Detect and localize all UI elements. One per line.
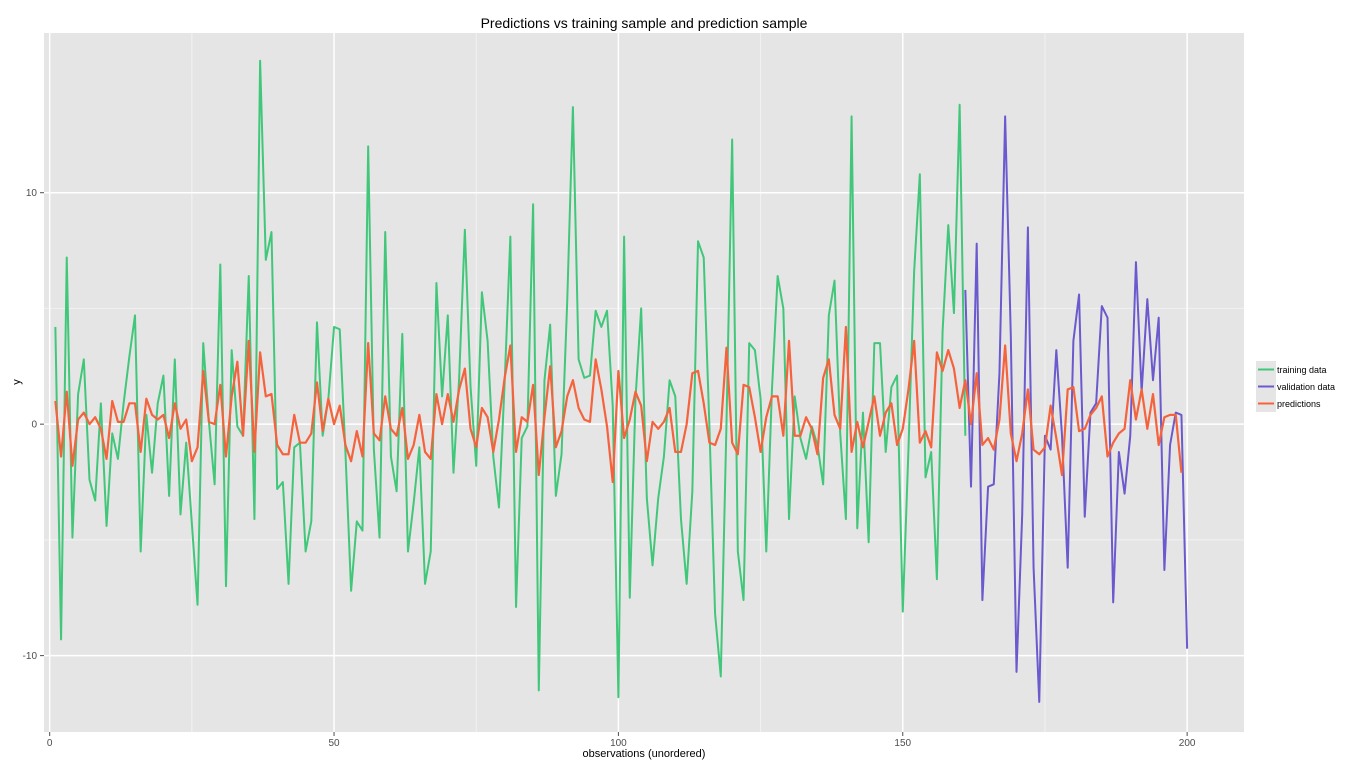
- x-tick-label: 100: [610, 738, 627, 749]
- legend-label-training: training data: [1277, 365, 1327, 375]
- legend-label-predictions: predictions: [1277, 399, 1321, 409]
- y-axis-label: y: [11, 379, 23, 385]
- x-axis-ticks: 0 50 100 150 200: [47, 732, 1196, 749]
- minor-gridlines: [44, 33, 1244, 732]
- x-tick-label: 50: [328, 738, 340, 749]
- predictions-line: [54, 325, 1183, 484]
- y-tick-label: 0: [31, 420, 37, 431]
- y-axis-ticks: -10 0 10: [23, 188, 44, 662]
- y-tick-label: -10: [23, 651, 38, 662]
- y-tick-label: 10: [26, 188, 38, 199]
- legend-label-validation: validation data: [1277, 382, 1335, 392]
- chart-title: Predictions vs training sample and predi…: [481, 15, 808, 31]
- legend: training data validation data prediction…: [1256, 361, 1335, 412]
- x-tick-label: 0: [47, 738, 53, 749]
- x-axis-label: observations (unordered): [583, 748, 706, 760]
- x-tick-label: 150: [894, 738, 911, 749]
- validation-data-line: [964, 115, 1189, 703]
- x-tick-label: 200: [1179, 738, 1196, 749]
